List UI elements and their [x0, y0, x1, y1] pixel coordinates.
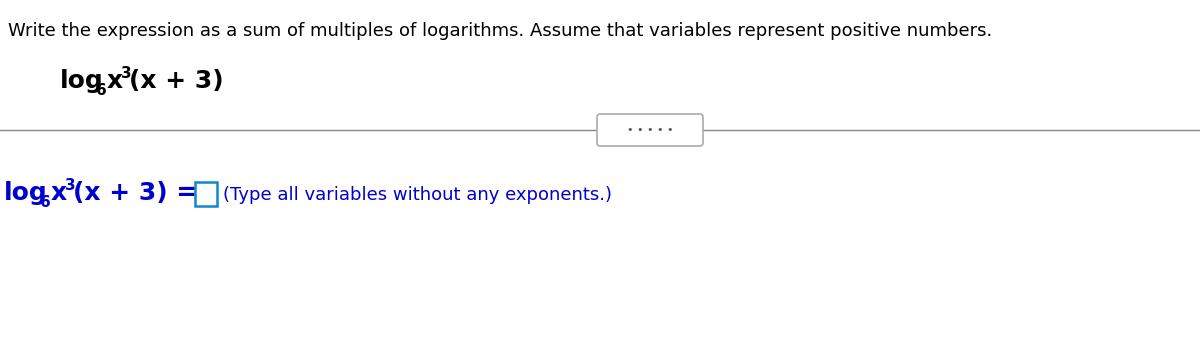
- Text: 6: 6: [40, 195, 50, 210]
- Text: x: x: [107, 69, 124, 93]
- Text: • • • • •: • • • • •: [626, 125, 673, 135]
- Text: 6: 6: [96, 83, 107, 98]
- Text: (x + 3) =: (x + 3) =: [73, 181, 197, 205]
- Text: x: x: [50, 181, 67, 205]
- Text: (Type all variables without any exponents.): (Type all variables without any exponent…: [223, 186, 612, 204]
- Bar: [194, 182, 217, 206]
- Text: (x + 3): (x + 3): [130, 69, 223, 93]
- Text: 3: 3: [121, 66, 132, 81]
- FancyBboxPatch shape: [598, 114, 703, 146]
- Text: log: log: [4, 181, 48, 205]
- Text: Write the expression as a sum of multiples of logarithms. Assume that variables : Write the expression as a sum of multipl…: [8, 22, 992, 40]
- Text: log: log: [60, 69, 103, 93]
- Text: 3: 3: [65, 178, 76, 193]
